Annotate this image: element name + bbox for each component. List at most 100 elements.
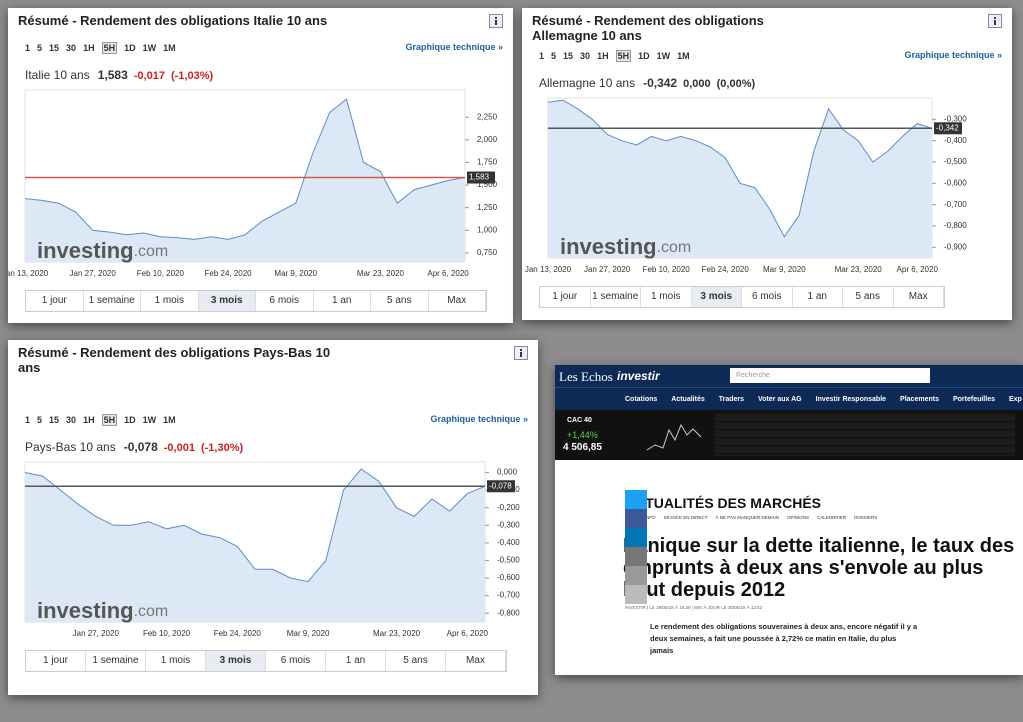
nav-item[interactable]: Portefeuilles <box>952 395 995 403</box>
interval-button[interactable]: 1 <box>25 43 31 53</box>
nav-item[interactable]: Placements <box>900 395 939 403</box>
period-button[interactable]: 6 mois <box>742 287 793 307</box>
interval-button[interactable]: 1M <box>163 43 176 53</box>
interval-button[interactable]: 5H <box>101 414 118 426</box>
period-button[interactable]: 1 semaine <box>84 291 141 311</box>
period-button[interactable]: Max <box>429 291 486 311</box>
period-button[interactable]: 1 an <box>793 287 843 307</box>
interval-button[interactable]: 1 <box>539 51 545 61</box>
interval-button[interactable]: 1W <box>142 415 157 425</box>
interval-button[interactable]: 15 <box>49 43 60 53</box>
x-tick-label: Apr 6, 2020 <box>447 629 489 638</box>
x-tick-label: Apr 6, 2020 <box>427 269 469 278</box>
change: 0,000 <box>683 78 711 90</box>
section-tab[interactable]: DOSSIERS <box>854 515 878 520</box>
market-ticker: CAC 40 +1,44% 4 506,85 <box>555 410 1023 460</box>
nav-item[interactable]: Investir Responsable <box>815 395 887 403</box>
x-tick-label: Feb 24, 2020 <box>214 629 262 638</box>
nav-item[interactable]: Exp <box>1008 395 1022 403</box>
interval-button[interactable]: 1D <box>124 415 136 425</box>
section-tab[interactable]: OPINIONS <box>786 515 809 520</box>
interval-button[interactable]: 1 <box>25 415 31 425</box>
interval-button[interactable]: 1H <box>83 415 95 425</box>
interval-button[interactable]: 1H <box>597 51 609 61</box>
period-button[interactable]: 6 mois <box>256 291 314 311</box>
interval-button[interactable]: 5 <box>37 415 43 425</box>
nav-item[interactable]: Traders <box>718 395 745 403</box>
period-button[interactable]: 1 an <box>326 651 386 671</box>
interval-button[interactable]: 15 <box>563 51 574 61</box>
area <box>548 100 932 258</box>
y-tick-label: -0,800 <box>497 608 520 617</box>
interval-button[interactable]: 15 <box>49 415 60 425</box>
info-dot <box>520 349 522 351</box>
technical-link[interactable]: Graphique technique » <box>405 42 503 52</box>
info-dot <box>994 17 996 19</box>
interval-button[interactable]: 5H <box>101 42 118 54</box>
chart: 0,000-0,100-0,200-0,300-0,400-0,500-0,60… <box>24 461 520 638</box>
search-box[interactable]: Recherche <box>730 368 930 383</box>
interval-button[interactable]: 1W <box>656 51 671 61</box>
technical-link[interactable]: Graphique technique » <box>904 50 1002 60</box>
interval-button[interactable]: 1M <box>163 415 176 425</box>
period-button[interactable]: 1 mois <box>146 651 206 671</box>
instrument-name: Italie 10 ans <box>25 68 90 82</box>
watermark: investing.com <box>37 238 168 263</box>
section-tab[interactable]: CALENDRIER <box>817 515 847 520</box>
period-button[interactable]: 1 jour <box>26 291 84 311</box>
period-button[interactable]: 1 semaine <box>591 287 641 307</box>
y-tick-label: -0,900 <box>944 242 967 251</box>
period-button[interactable]: 1 semaine <box>86 651 146 671</box>
info-glyph <box>994 20 996 25</box>
section-tab[interactable]: SÉANCE EN DIRECT <box>663 515 708 520</box>
period-button[interactable]: 3 mois <box>206 651 266 671</box>
period-button[interactable]: 5 ans <box>843 287 894 307</box>
last-price: -0,342 <box>643 76 678 90</box>
x-tick-label: Feb 24, 2020 <box>702 265 750 274</box>
interval-button[interactable]: 1H <box>83 43 95 53</box>
y-tick-label: 1,250 <box>477 203 498 212</box>
interval-button[interactable]: 5H <box>615 50 632 62</box>
period-button[interactable]: 5 ans <box>386 651 446 671</box>
interval-button[interactable]: 1W <box>142 43 157 53</box>
interval-button[interactable]: 30 <box>66 415 77 425</box>
period-button[interactable]: 1 an <box>314 291 371 311</box>
watermark-main: investing <box>37 598 134 623</box>
instrument-line: Pays-Bas 10 ans -0,078 -0,001 (-1,30%) <box>25 440 243 454</box>
nav-item[interactable]: Actualités <box>671 395 705 403</box>
period-button[interactable]: 6 mois <box>266 651 326 671</box>
period-button[interactable]: 1 jour <box>540 287 591 307</box>
area <box>25 99 465 262</box>
technical-link[interactable]: Graphique technique » <box>430 414 528 424</box>
toolbar: 1 5 15 30 1H 5H 1D 1W 1M <box>25 42 176 54</box>
period-button[interactable]: 1 mois <box>641 287 692 307</box>
period-button[interactable]: 1 mois <box>141 291 199 311</box>
nav-item[interactable]: Voter aux AG <box>758 395 802 403</box>
interval-button[interactable]: 30 <box>66 43 77 53</box>
period-button[interactable]: 3 mois <box>691 287 742 307</box>
y-tick-label: -0,600 <box>497 573 520 582</box>
period-button[interactable]: Max <box>894 287 944 307</box>
period-button[interactable]: Max <box>446 651 506 671</box>
info-icon <box>489 14 503 28</box>
interval-button[interactable]: 1D <box>638 51 650 61</box>
nav-item[interactable]: Cotations <box>625 395 658 403</box>
x-tick-label: Feb 24, 2020 <box>204 269 252 278</box>
y-tick-label: 1,000 <box>477 225 498 234</box>
line <box>24 98 466 240</box>
interval-button[interactable]: 5 <box>37 43 43 53</box>
period-button[interactable]: 3 mois <box>198 291 256 311</box>
interval-button[interactable]: 5 <box>551 51 557 61</box>
x-tick-label: Mar 23, 2020 <box>835 265 883 274</box>
section-tab[interactable]: À NE PAS MANQUER DEMAIN <box>715 515 779 520</box>
interval-button[interactable]: 1M <box>677 51 690 61</box>
toolbar: 1 5 15 30 1H 5H 1D 1W 1M <box>539 50 690 62</box>
period-button[interactable]: 5 ans <box>371 291 429 311</box>
y-tick-label: -0,300 <box>944 114 967 123</box>
instrument-line: Allemagne 10 ans -0,342 0,000 (0,00%) <box>539 76 755 90</box>
period-button[interactable]: 1 jour <box>26 651 86 671</box>
interval-button[interactable]: 30 <box>580 51 591 61</box>
interval-button[interactable]: 1D <box>124 43 136 53</box>
y-tick-label: -0,700 <box>944 200 967 209</box>
